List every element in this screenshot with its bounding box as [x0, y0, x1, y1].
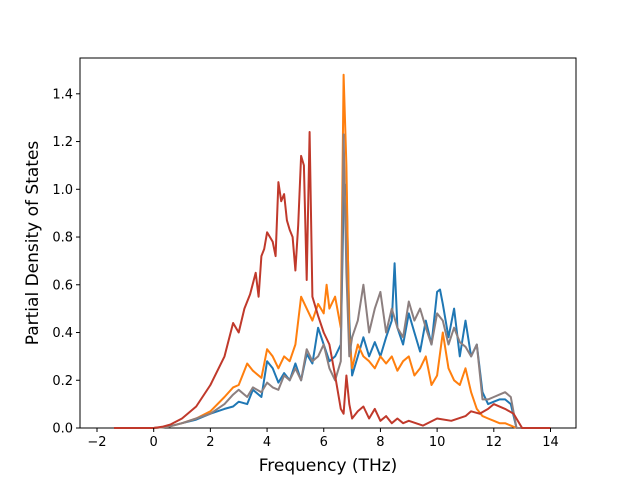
- series-layer: [114, 73, 551, 429]
- y-tick-label: 1.4: [52, 87, 73, 102]
- y-tick-label: 0.4: [52, 326, 73, 341]
- series-line-1: [114, 183, 551, 429]
- x-tick-label: 6: [320, 435, 328, 450]
- plot-area-frame: [79, 57, 577, 429]
- x-tick-label: −2: [87, 435, 106, 450]
- x-axis-ticks: −2 0 2 4 6 8 10 12 14: [87, 428, 559, 450]
- x-axis-label: Frequency (THz): [259, 456, 398, 476]
- y-axis-label: Partial Density of States: [23, 141, 43, 346]
- x-tick-label: 12: [486, 435, 503, 450]
- series-line-3: [114, 133, 551, 429]
- y-tick-label: 0.0: [52, 422, 73, 437]
- x-tick-label: 8: [376, 435, 384, 450]
- x-tick-label: 4: [263, 435, 271, 450]
- series-line-2: [114, 73, 551, 429]
- series-line-4: [114, 131, 551, 429]
- y-tick-label: 1.2: [52, 135, 73, 150]
- x-tick-label: 10: [429, 435, 446, 450]
- y-tick-label: 0.2: [52, 374, 73, 389]
- y-axis-ticks: 0.0 0.2 0.4 0.6 0.8 1.0 1.2 1.4: [52, 87, 80, 437]
- y-tick-label: 1.0: [52, 183, 73, 198]
- x-tick-label: 2: [206, 435, 214, 450]
- y-tick-label: 0.6: [52, 278, 73, 293]
- y-tick-label: 0.8: [52, 231, 73, 246]
- x-tick-label: 0: [150, 435, 158, 450]
- x-tick-label: 14: [542, 435, 559, 450]
